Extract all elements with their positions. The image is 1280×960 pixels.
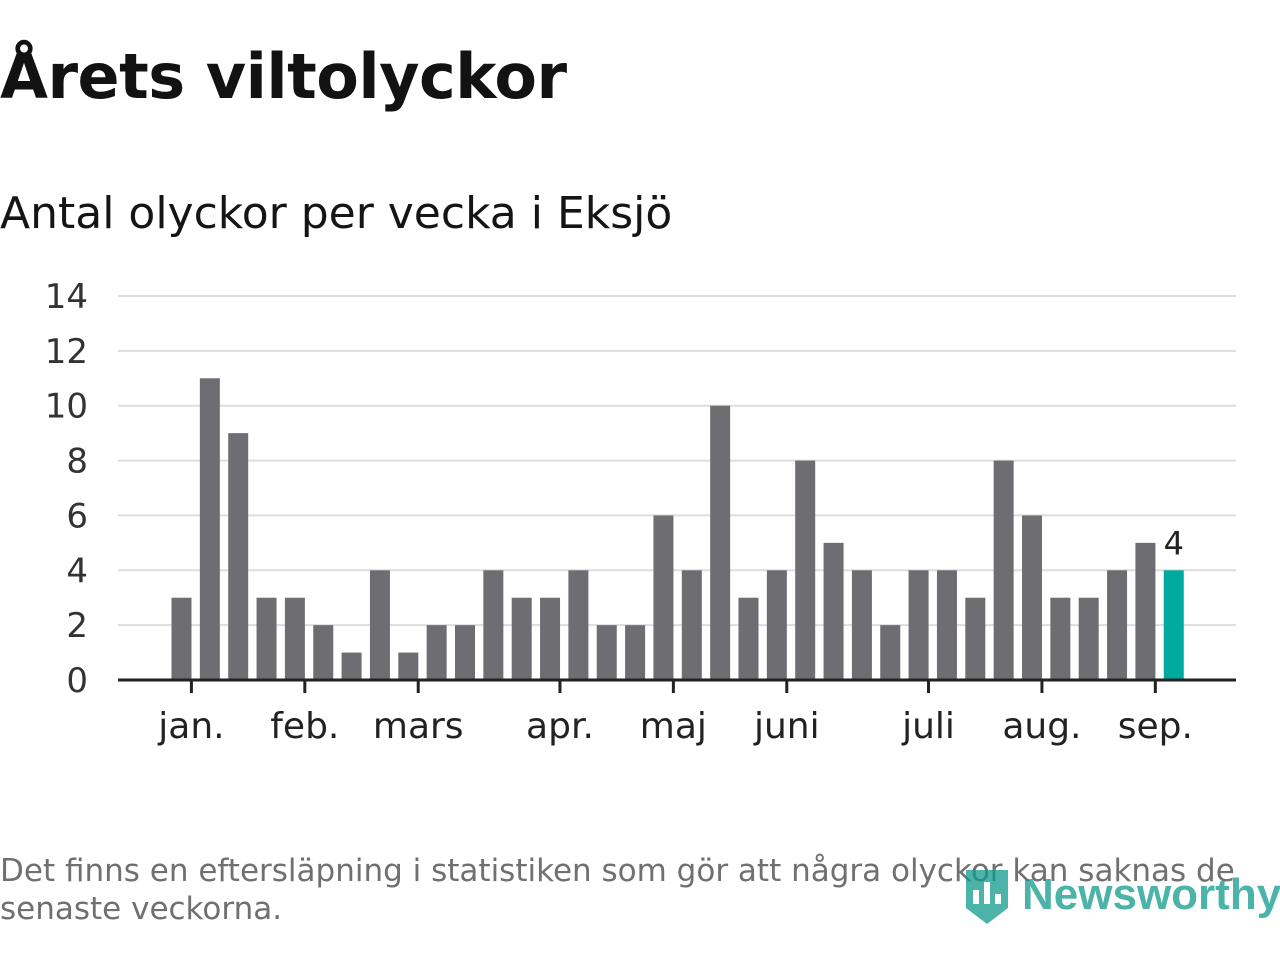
bar <box>936 570 957 680</box>
bar <box>1107 570 1128 680</box>
y-axis-ticks: 0 2 4 6 8 10 12 14 <box>45 277 88 701</box>
x-axis-ticks: jan. feb. mars apr. maj juni juli aug. sep. <box>157 680 1193 747</box>
data-label: 4 <box>1164 524 1184 562</box>
bar <box>681 570 702 680</box>
bar <box>596 625 617 680</box>
bar <box>653 515 674 680</box>
x-tick-label: juli <box>901 706 955 747</box>
bar <box>710 405 731 680</box>
bar <box>228 433 249 680</box>
bar-chart: 0 2 4 6 8 10 12 14 jan. feb. mars apr. maj juni juli a… <box>45 277 1236 747</box>
bar <box>1050 597 1071 680</box>
x-tick-label: mars <box>373 706 464 747</box>
x-tick-label: feb. <box>270 706 339 747</box>
bar <box>568 570 589 680</box>
bar <box>313 625 334 680</box>
bar <box>426 625 447 680</box>
bar <box>1135 542 1156 680</box>
chart-title: Årets viltolyckor <box>0 40 567 113</box>
bar <box>455 625 475 680</box>
x-tick-label: sep. <box>1118 706 1193 747</box>
bar <box>795 460 816 680</box>
bar <box>851 570 872 680</box>
bar <box>540 597 561 680</box>
bars <box>171 378 1184 680</box>
y-tick-label: 6 <box>66 496 88 536</box>
bar <box>993 460 1014 680</box>
bar <box>398 652 419 680</box>
x-tick-label: maj <box>640 706 707 747</box>
y-tick-label: 14 <box>45 277 88 317</box>
footnote: Det finns en eftersläpning i statistiken… <box>0 853 1235 927</box>
gridlines <box>118 295 1236 627</box>
bar <box>171 597 192 680</box>
bar <box>880 625 901 680</box>
y-tick-label: 0 <box>66 661 88 701</box>
bar <box>1078 597 1099 680</box>
bar <box>823 542 844 680</box>
x-tick-label: jan. <box>157 706 224 747</box>
x-tick-label: juni <box>753 706 820 747</box>
y-tick-label: 10 <box>45 387 88 427</box>
bar <box>511 597 532 680</box>
bar <box>1022 515 1042 680</box>
y-tick-label: 2 <box>66 606 88 646</box>
bar <box>369 570 390 680</box>
chart-subtitle: Antal olyckor per vecka i Eksjö <box>0 188 673 239</box>
bar <box>965 597 986 680</box>
bar-highlighted <box>1163 570 1184 680</box>
y-tick-label: 12 <box>45 332 88 372</box>
bar <box>738 597 759 680</box>
bar <box>256 597 277 680</box>
logo-text: Newsworthy <box>1022 870 1280 919</box>
newsworthy-logo-icon <box>966 870 1008 924</box>
x-tick-label: aug. <box>1002 706 1081 747</box>
newsworthy-logo: Newsworthy <box>962 862 1280 928</box>
bar <box>483 570 504 680</box>
bar <box>766 570 787 680</box>
bar <box>908 570 929 680</box>
bar <box>199 378 220 680</box>
data-labels: 4 <box>1164 524 1184 562</box>
bar <box>625 625 646 680</box>
bar <box>284 597 305 680</box>
bar <box>341 652 362 680</box>
x-tick-label: apr. <box>526 706 594 747</box>
y-tick-label: 4 <box>66 551 88 591</box>
y-tick-label: 8 <box>66 442 88 482</box>
